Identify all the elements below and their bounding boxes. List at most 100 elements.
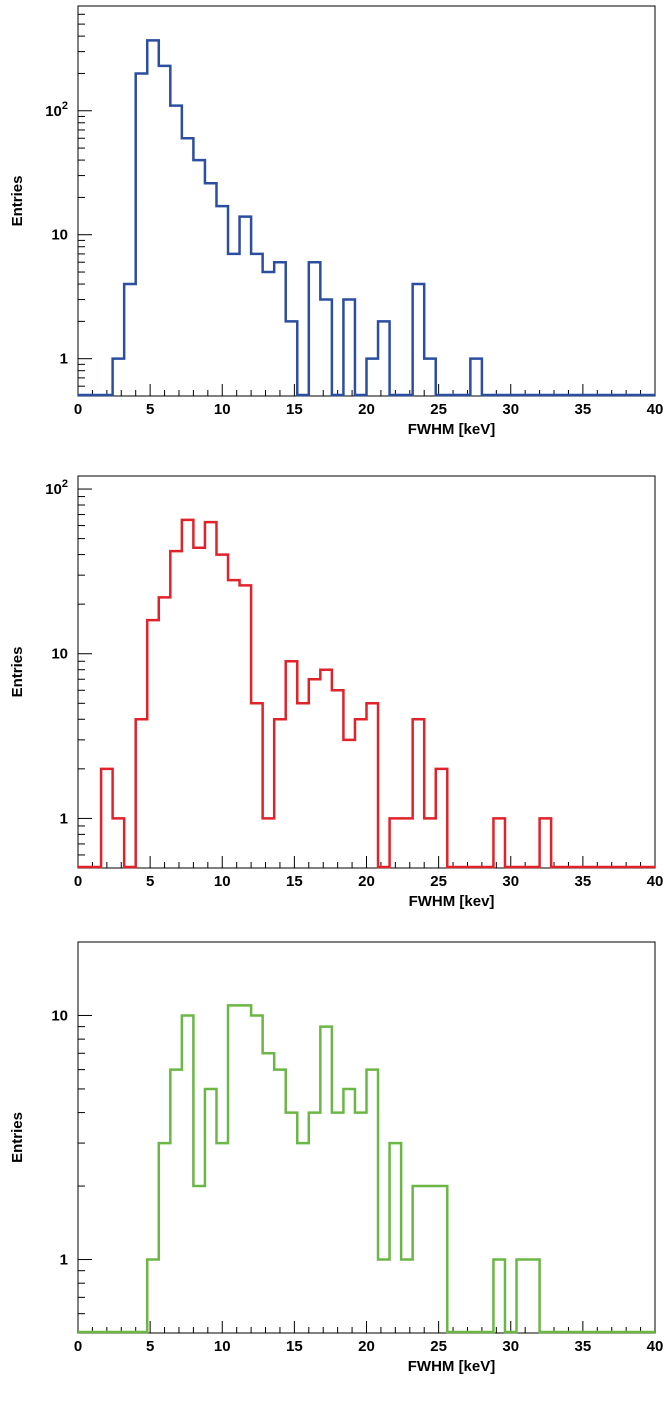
histogram-bin (136, 719, 148, 868)
histogram-bin (540, 395, 552, 396)
histogram-bin (528, 867, 540, 868)
histogram-bin (159, 597, 171, 868)
histogram-bin (424, 818, 436, 868)
histogram-bin (228, 1005, 240, 1333)
histogram-bin (147, 620, 159, 868)
histogram-bin (159, 66, 171, 396)
histogram-bin (563, 867, 575, 868)
y-tick-label: 1 (60, 1252, 68, 1269)
histogram-bin (240, 1005, 252, 1333)
histogram-bin (505, 395, 517, 396)
histogram-series (78, 518, 655, 869)
histogram-bin (367, 359, 379, 396)
x-axis-title: FWHM [kev] (409, 893, 495, 910)
histogram-bin (390, 1143, 402, 1333)
histogram-bin (378, 321, 390, 396)
histogram-bin (586, 867, 598, 868)
histogram-bin (124, 1332, 136, 1333)
histogram-bin (343, 1089, 355, 1333)
histogram-bin (355, 1113, 367, 1333)
histogram-bin (413, 719, 425, 868)
histogram-bin (159, 1143, 171, 1333)
histogram-bin (597, 867, 609, 868)
histogram-bin (263, 1053, 275, 1333)
histogram-bin (574, 395, 586, 396)
histogram-bin (251, 703, 263, 868)
x-tick-label: 20 (358, 873, 375, 890)
histogram-bin (574, 1332, 586, 1333)
histogram-bin (551, 1332, 563, 1333)
histogram-bin (609, 1332, 621, 1333)
histogram-bin (78, 1332, 90, 1333)
histogram-bin (367, 1070, 379, 1333)
y-tick-label: 10 (51, 1007, 68, 1024)
histogram-bin (586, 1332, 598, 1333)
histogram-bin (390, 395, 402, 396)
y-axis-title: Entries (9, 176, 26, 227)
histogram-bin (470, 1332, 482, 1333)
histogram-bin (101, 769, 113, 868)
histogram-bin (643, 867, 655, 868)
histogram-bin (424, 359, 436, 396)
y-axis-title: Entries (9, 1112, 26, 1163)
histogram-bin (551, 867, 563, 868)
histogram-bin (297, 1143, 309, 1333)
histogram-bin (193, 548, 205, 868)
histogram-bin (505, 867, 517, 868)
x-tick-label: 35 (575, 873, 592, 890)
histogram-bin (113, 818, 125, 868)
histogram-bin (193, 160, 205, 396)
histogram-bin (574, 867, 586, 868)
histogram-bin (147, 40, 159, 396)
x-tick-label: 30 (502, 873, 519, 890)
histogram-bin (643, 1332, 655, 1333)
histogram-bin (205, 1089, 217, 1333)
histogram-bin (274, 262, 286, 396)
histogram-bin (309, 679, 321, 868)
histogram-bin (355, 395, 367, 396)
histogram-bin (240, 217, 252, 396)
histogram-bin (436, 769, 448, 868)
histogram-bin (413, 1186, 425, 1333)
histogram-bin (90, 1332, 102, 1333)
y-tick-label: 1 (60, 810, 68, 827)
histogram-bin (343, 740, 355, 868)
histogram-bin (216, 555, 228, 868)
x-tick-label: 0 (74, 1338, 82, 1355)
histogram-bin (436, 1186, 448, 1333)
histogram-bin (609, 867, 621, 868)
histogram-bin (136, 1332, 148, 1333)
histogram-bin (216, 1143, 228, 1333)
histogram-bin (505, 1332, 517, 1333)
histogram-bin (286, 661, 298, 868)
histogram-bin (343, 300, 355, 396)
x-tick-label: 40 (647, 873, 664, 890)
histogram-bin (182, 520, 194, 868)
histogram-bin (597, 395, 609, 396)
histogram-bin (274, 719, 286, 868)
histogram-bin (540, 818, 552, 868)
histogram-bin (124, 867, 136, 868)
histogram-bin (182, 138, 194, 396)
x-tick-label: 30 (502, 1338, 519, 1355)
x-axis-title: FWHM [keV] (408, 421, 496, 438)
y-tick-label: 10 (51, 227, 68, 244)
x-tick-label: 5 (146, 1338, 154, 1355)
histogram-bin (482, 867, 494, 868)
histogram-bin (251, 254, 263, 396)
x-tick-label: 35 (575, 401, 592, 418)
x-tick-label: 10 (214, 401, 231, 418)
histogram-bin (401, 1260, 413, 1333)
histogram-bin (320, 1027, 332, 1333)
histogram-bin (251, 1015, 263, 1333)
histogram-bin (113, 359, 125, 396)
histogram-bin (470, 867, 482, 868)
histogram-bin (459, 395, 471, 396)
chart-panel-1: 0 5 10 15 20 25 30 35 40 1 10 102 FWHM [keV] Entries (9, 5, 663, 438)
x-tick-label: 20 (358, 1338, 375, 1355)
histogram-bin (286, 1113, 298, 1333)
histogram-bin (620, 395, 632, 396)
x-tick-label: 0 (74, 873, 82, 890)
histogram-bin (101, 1332, 113, 1333)
